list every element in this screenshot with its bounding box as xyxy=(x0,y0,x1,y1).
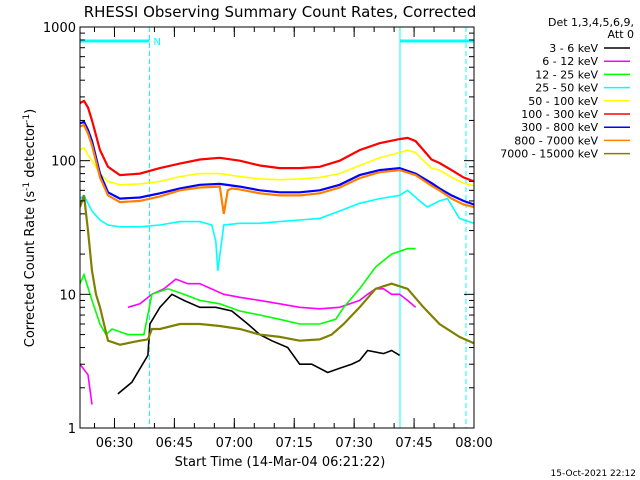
x-tick-label: 06:45 xyxy=(156,436,193,451)
legend-label: 100 - 300 keV xyxy=(521,108,598,121)
y-tick-label: 1000 xyxy=(43,21,76,36)
y-axis-label-part3: ) xyxy=(23,109,38,114)
y-axis-label-part1: Corrected Count Rate (s xyxy=(23,191,38,348)
series-line-0 xyxy=(117,293,401,395)
legend-label: 7000 - 15000 keV xyxy=(500,148,598,161)
series-line-1 xyxy=(80,278,417,405)
y-axis-label-sup2: -1 xyxy=(22,114,32,123)
legend-header: Att 0 xyxy=(608,28,634,41)
y-axis-label: Corrected Count Rate (s-1 detector-1) xyxy=(22,109,38,347)
series-line-2 xyxy=(80,247,416,336)
y-tick-label: 10 xyxy=(59,288,76,303)
x-tick-label: 07:15 xyxy=(276,436,313,451)
flag-label: N xyxy=(154,37,161,48)
legend-label: 12 - 25 keV xyxy=(535,68,598,81)
series-line-5 xyxy=(80,99,474,183)
series-line-6 xyxy=(80,120,474,206)
legend-label: 6 - 12 keV xyxy=(542,55,598,68)
x-tick-label: 07:45 xyxy=(395,436,432,451)
x-axis-label: Start Time (14-Mar-04 06:21:22) xyxy=(175,455,386,470)
x-tick-label: 08:00 xyxy=(455,436,492,451)
y-axis-label-sup1: -1 xyxy=(22,182,32,191)
legend-header: Det 1,3,4,5,6,9, xyxy=(548,16,634,29)
night-flag-layer: N xyxy=(80,27,474,428)
series-line-4 xyxy=(80,146,474,187)
legend-label: 800 - 7000 keV xyxy=(514,134,598,147)
legend-label: 300 - 800 keV xyxy=(521,121,598,134)
legend-label: 50 - 100 keV xyxy=(528,95,598,108)
x-tick-label: 07:30 xyxy=(335,436,372,451)
y-axis-label-part2: detector xyxy=(23,122,38,182)
y-tick-label: 1 xyxy=(68,422,76,437)
plot-frame xyxy=(79,26,475,429)
y-tick-label: 100 xyxy=(51,155,76,170)
series-line-3 xyxy=(80,189,474,271)
series-line-7 xyxy=(80,123,474,215)
x-tick-label: 06:30 xyxy=(96,436,133,451)
chart-title: RHESSI Observing Summary Count Rates, Co… xyxy=(84,3,477,21)
x-tick-label: 07:00 xyxy=(216,436,253,451)
series-layer xyxy=(80,99,474,405)
axes: 1 10 100 1000 06:30 06:45 07:00 07:15 07:30 07:45… xyxy=(43,21,493,451)
timestamp: 15-Oct-2021 22:12 xyxy=(551,469,636,479)
series-line-8 xyxy=(80,195,474,346)
legend-label: 25 - 50 keV xyxy=(535,82,598,95)
legend-label: 3 - 6 keV xyxy=(549,42,598,55)
